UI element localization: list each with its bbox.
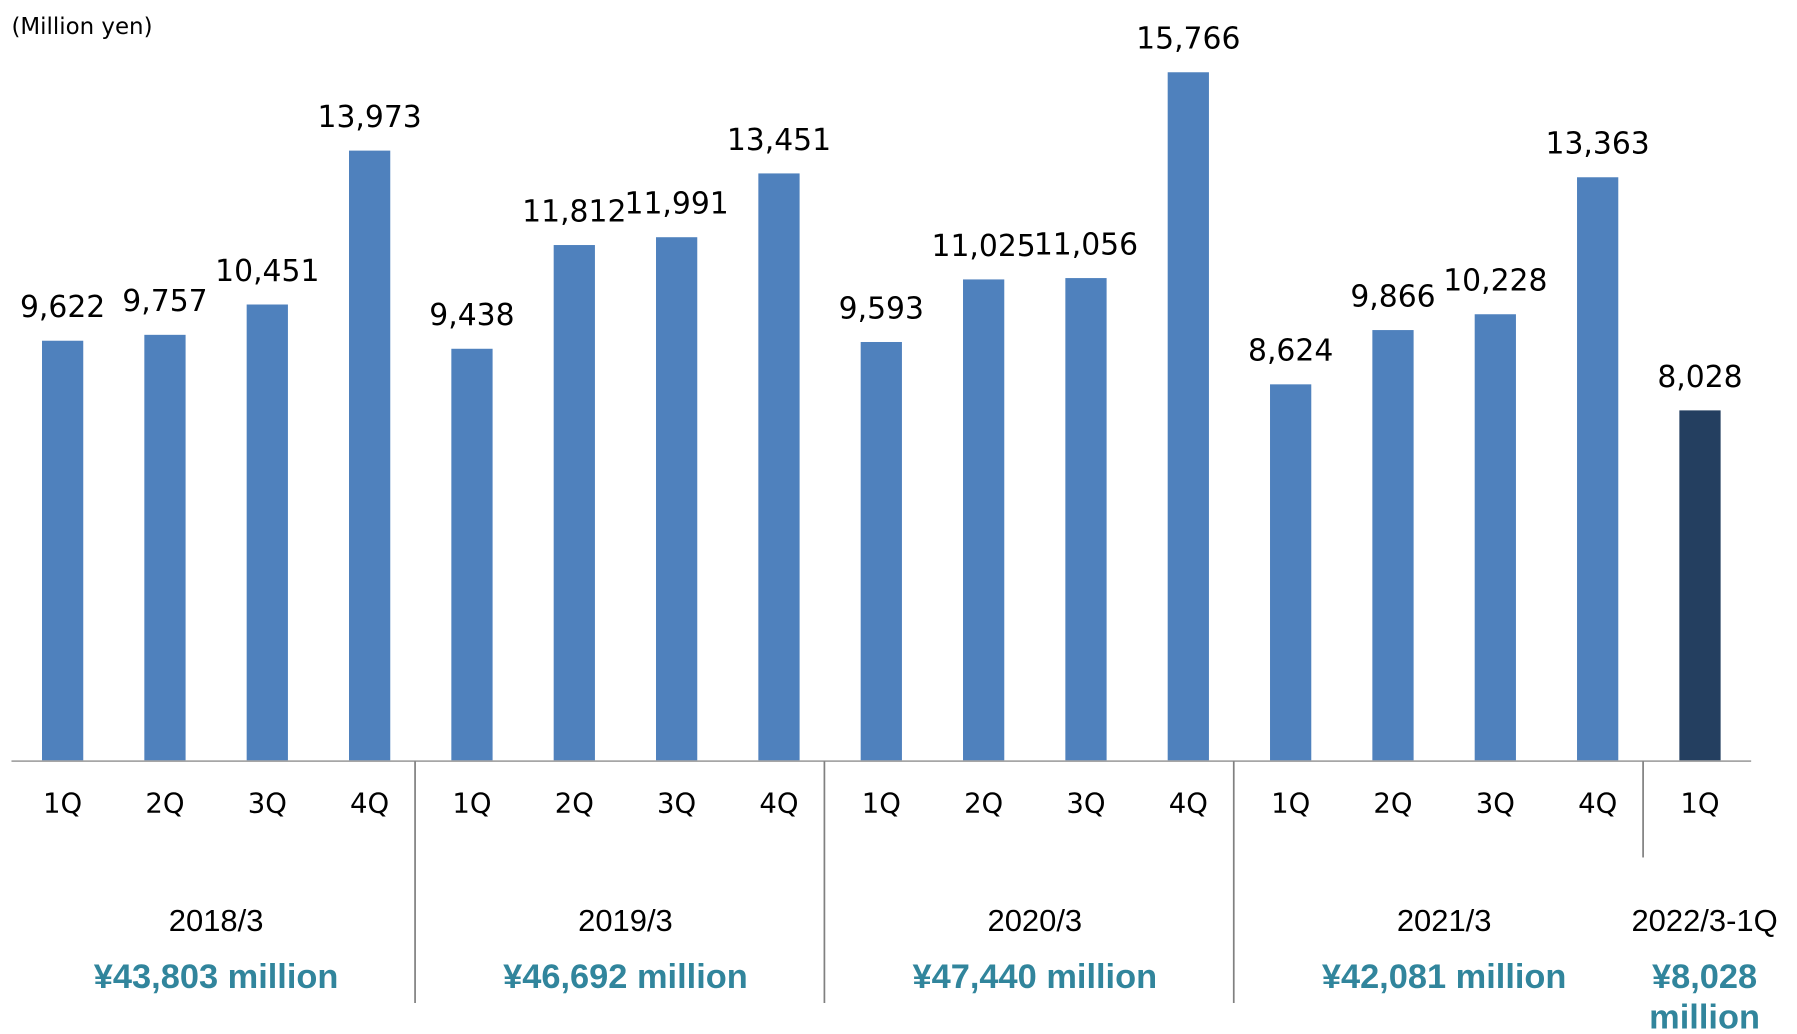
group-total-box: ¥43,803 million	[93, 958, 339, 997]
bar	[860, 341, 902, 762]
group-label: 2021/3	[1397, 903, 1492, 938]
bar	[144, 334, 186, 762]
value-label: 8,624	[1248, 334, 1333, 369]
value-label: 10,228	[1443, 264, 1547, 299]
bar	[1167, 72, 1209, 762]
value-label: 9,622	[20, 290, 105, 325]
x-tick-label: 1Q	[1680, 788, 1719, 820]
bar	[349, 150, 391, 762]
x-tick-label: 2Q	[145, 788, 184, 820]
x-tick-label: 4Q	[1169, 788, 1208, 820]
group-total-box: ¥8,028 million	[1649, 958, 1760, 1034]
bar	[41, 340, 84, 762]
value-label: 9,757	[122, 284, 207, 319]
value-label: 13,451	[727, 123, 831, 158]
bar	[1474, 314, 1516, 762]
bar	[553, 245, 595, 762]
group-label: 2020/3	[987, 903, 1082, 938]
value-label: 8,028	[1657, 360, 1742, 395]
x-tick-label: 1Q	[862, 788, 901, 820]
x-tick-label: 1Q	[1271, 788, 1310, 820]
x-tick-label: 4Q	[1578, 788, 1617, 820]
value-label: 11,025	[932, 229, 1036, 264]
group-total-box: ¥47,440 million	[912, 958, 1158, 997]
value-label: 15,766	[1136, 22, 1240, 57]
x-tick-label: 1Q	[452, 788, 491, 820]
x-tick-label: 4Q	[759, 788, 798, 820]
group-total: ¥43,803 million	[93, 958, 339, 997]
group-total: ¥42,081 million	[1321, 958, 1567, 997]
x-tick-label: 4Q	[350, 788, 389, 820]
x-tick-label: 3Q	[657, 788, 696, 820]
bar	[963, 279, 1005, 762]
value-label: 13,973	[318, 100, 422, 135]
group-total-box: ¥42,081 million	[1321, 958, 1567, 997]
x-tick-label: 2Q	[555, 788, 594, 820]
x-tick-label: 2Q	[1373, 788, 1412, 820]
group-total: ¥8,028 million	[1649, 958, 1760, 1034]
value-label: 11,812	[522, 194, 626, 229]
bar	[758, 173, 800, 762]
x-tick-label: 1Q	[43, 788, 82, 820]
group-label: 2022/3-1Q	[1631, 903, 1777, 938]
value-label: 11,056	[1034, 227, 1138, 262]
group-label: 2019/3	[578, 903, 673, 938]
value-label: 9,866	[1350, 279, 1435, 314]
value-label: 11,991	[625, 187, 729, 222]
bar	[1065, 278, 1107, 762]
x-tick-label: 2Q	[964, 788, 1003, 820]
bar	[656, 237, 698, 762]
bar	[1270, 384, 1312, 762]
value-label: 10,451	[215, 254, 319, 289]
bar	[451, 348, 493, 762]
x-tick-label: 3Q	[248, 788, 287, 820]
value-label: 9,438	[429, 298, 514, 333]
group-label: 2018/3	[169, 903, 264, 938]
unit-label: (Million yen)	[11, 14, 152, 40]
x-tick-label: 3Q	[1476, 788, 1515, 820]
value-label: 9,593	[839, 291, 924, 326]
group-total-box: ¥46,692 million	[503, 958, 748, 997]
value-label: 13,363	[1546, 127, 1650, 162]
group-total: ¥47,440 million	[912, 958, 1158, 997]
bar	[246, 304, 288, 762]
x-tick-label: 3Q	[1066, 788, 1105, 820]
bar	[1372, 330, 1414, 762]
bar	[1679, 410, 1721, 762]
bar	[1577, 177, 1619, 762]
group-total: ¥46,692 million	[503, 958, 748, 997]
